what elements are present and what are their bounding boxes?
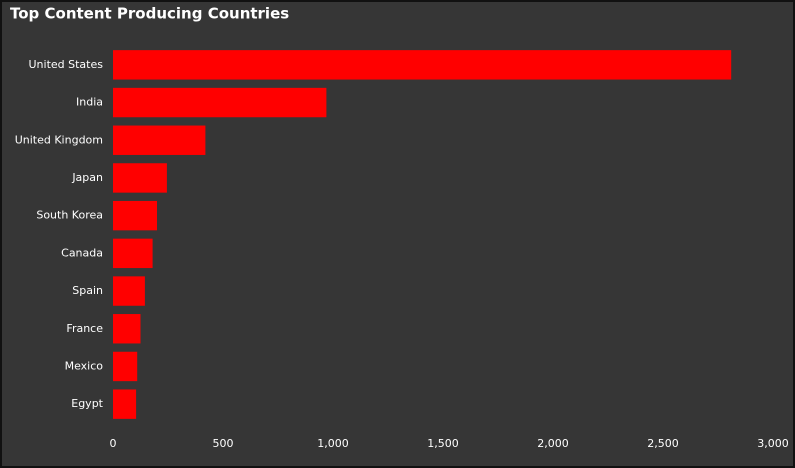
x-tick-label: 1,500 — [427, 437, 459, 450]
bar — [113, 125, 206, 155]
x-tick-label: 2,000 — [537, 437, 569, 450]
bar — [113, 50, 732, 80]
y-tick-label: Mexico — [65, 359, 104, 372]
bar — [113, 351, 138, 382]
y-tick-label: France — [66, 322, 103, 335]
x-tick-label: 2,500 — [647, 437, 679, 450]
x-tick-label: 3,000 — [757, 437, 789, 450]
bar — [113, 389, 137, 419]
y-tick-label: United Kingdom — [15, 133, 103, 146]
y-tick-label: Spain — [72, 284, 103, 297]
y-tick-label: Canada — [61, 246, 103, 259]
y-tick-label: South Korea — [36, 209, 103, 222]
y-tick-label: United States — [29, 58, 104, 71]
chart-title: Top Content Producing Countries — [10, 5, 289, 23]
bar — [113, 200, 157, 231]
x-tick-label: 500 — [213, 437, 234, 450]
y-tick-label: India — [76, 96, 103, 109]
y-tick-label: Japan — [71, 171, 103, 184]
bar — [113, 163, 167, 193]
x-tick-label: 1,000 — [317, 437, 349, 450]
y-tick-label: Egypt — [71, 397, 103, 410]
bar — [113, 87, 327, 118]
bar — [113, 276, 145, 306]
bar — [113, 238, 153, 269]
bar — [113, 314, 141, 344]
x-tick-label: 0 — [110, 437, 117, 450]
